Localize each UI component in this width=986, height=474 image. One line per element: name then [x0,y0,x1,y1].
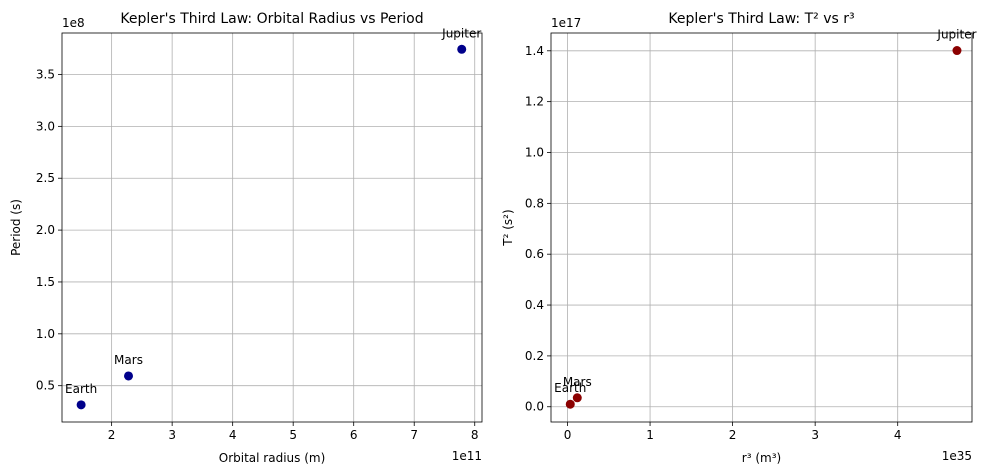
chart-1-x-tick-label-4: 4 [894,428,902,442]
chart-0-y-offset-label: 1e8 [62,16,85,30]
chart-1-point-label-earth: Earth [554,381,586,395]
chart-radius-vs-period: 2 3 4 5 6 7 8 0.5 1.0 1.5 2.0 2.5 3.0 3.5 1e11 1e8 Keple… [9,11,483,465]
chart-1-y-tick-label-5: 1.0 [525,145,544,159]
chart-1-point-label-mars: Mars [563,375,592,389]
chart-1-point-label-jupiter: Jupiter [936,28,976,42]
chart-0-y-tick-label-1: 1.0 [36,327,55,341]
chart-0-point-earth [76,400,86,410]
chart-1-y-axis-label: T² (s²) [501,209,515,246]
chart-1-y-tick-label-3: 0.6 [525,247,544,261]
chart-0-point-mars [124,371,134,381]
chart-0-title: Kepler's Third Law: Orbital Radius vs Pe… [120,11,423,27]
chart-0-y-axis-label: Period (s) [9,199,23,256]
chart-t2-vs-r3: 0 1 2 3 4 0.0 0.2 0.4 0.6 0.8 1.0 1.2 1.4 1e35 1e17 Kep… [501,11,977,465]
chart-1-y-offset-label: 1e17 [551,16,581,30]
chart-0-y-tick-label-0: 0.5 [36,379,55,393]
chart-1-x-axis-label: r³ (m³) [742,451,781,465]
chart-0-x-tick-label-1: 3 [168,428,176,442]
chart-0-x-tick-label-3: 5 [289,428,297,442]
chart-1-point-earth [565,399,575,409]
chart-0-y-tick-label-6: 3.5 [36,67,55,81]
chart-0-x-offset-label: 1e11 [452,449,482,463]
chart-0-x-tick-label-6: 8 [471,428,479,442]
chart-0-x-axis-label: Orbital radius (m) [219,451,326,465]
chart-0-point-label-mars: Mars [114,353,143,367]
chart-1-y-tick-label-7: 1.4 [525,44,544,58]
chart-1-y-tick-label-6: 1.2 [525,95,544,109]
chart-0-x-tick-label-0: 2 [108,428,116,442]
chart-1-x-tick-label-1: 1 [646,428,654,442]
chart-1-y-tick-label-4: 0.8 [525,196,544,210]
chart-1-y-tick-label-2: 0.4 [525,298,544,312]
chart-0-y-tick-label-3: 2.0 [36,223,55,237]
chart-1-y-tick-label-1: 0.2 [525,349,544,363]
chart-0-axes-frame [61,32,483,423]
chart-1-title: Kepler's Third Law: T² vs r³ [668,11,854,27]
chart-0-point-label-earth: Earth [65,382,97,396]
chart-1-point-mars [572,393,582,403]
chart-1-x-tick-label-3: 3 [811,428,819,442]
chart-0-x-tick-label-4: 6 [350,428,358,442]
chart-0-y-tick-label-4: 2.5 [36,171,55,185]
chart-0-point-jupiter [457,44,467,54]
chart-1-axes-frame [550,32,973,423]
chart-0-point-label-jupiter: Jupiter [441,26,481,40]
chart-1-y-tick-label-0: 0.0 [525,400,544,414]
chart-0-x-tick-label-5: 7 [410,428,418,442]
chart-1-point-jupiter [952,46,962,56]
chart-1-x-tick-label-0: 0 [564,428,572,442]
chart-0-x-tick-label-2: 4 [229,428,237,442]
chart-0-y-tick-label-5: 3.0 [36,119,55,133]
chart-1-x-tick-label-2: 2 [729,428,737,442]
chart-1-x-offset-label: 1e35 [942,449,972,463]
chart-0-y-tick-label-2: 1.5 [36,275,55,289]
